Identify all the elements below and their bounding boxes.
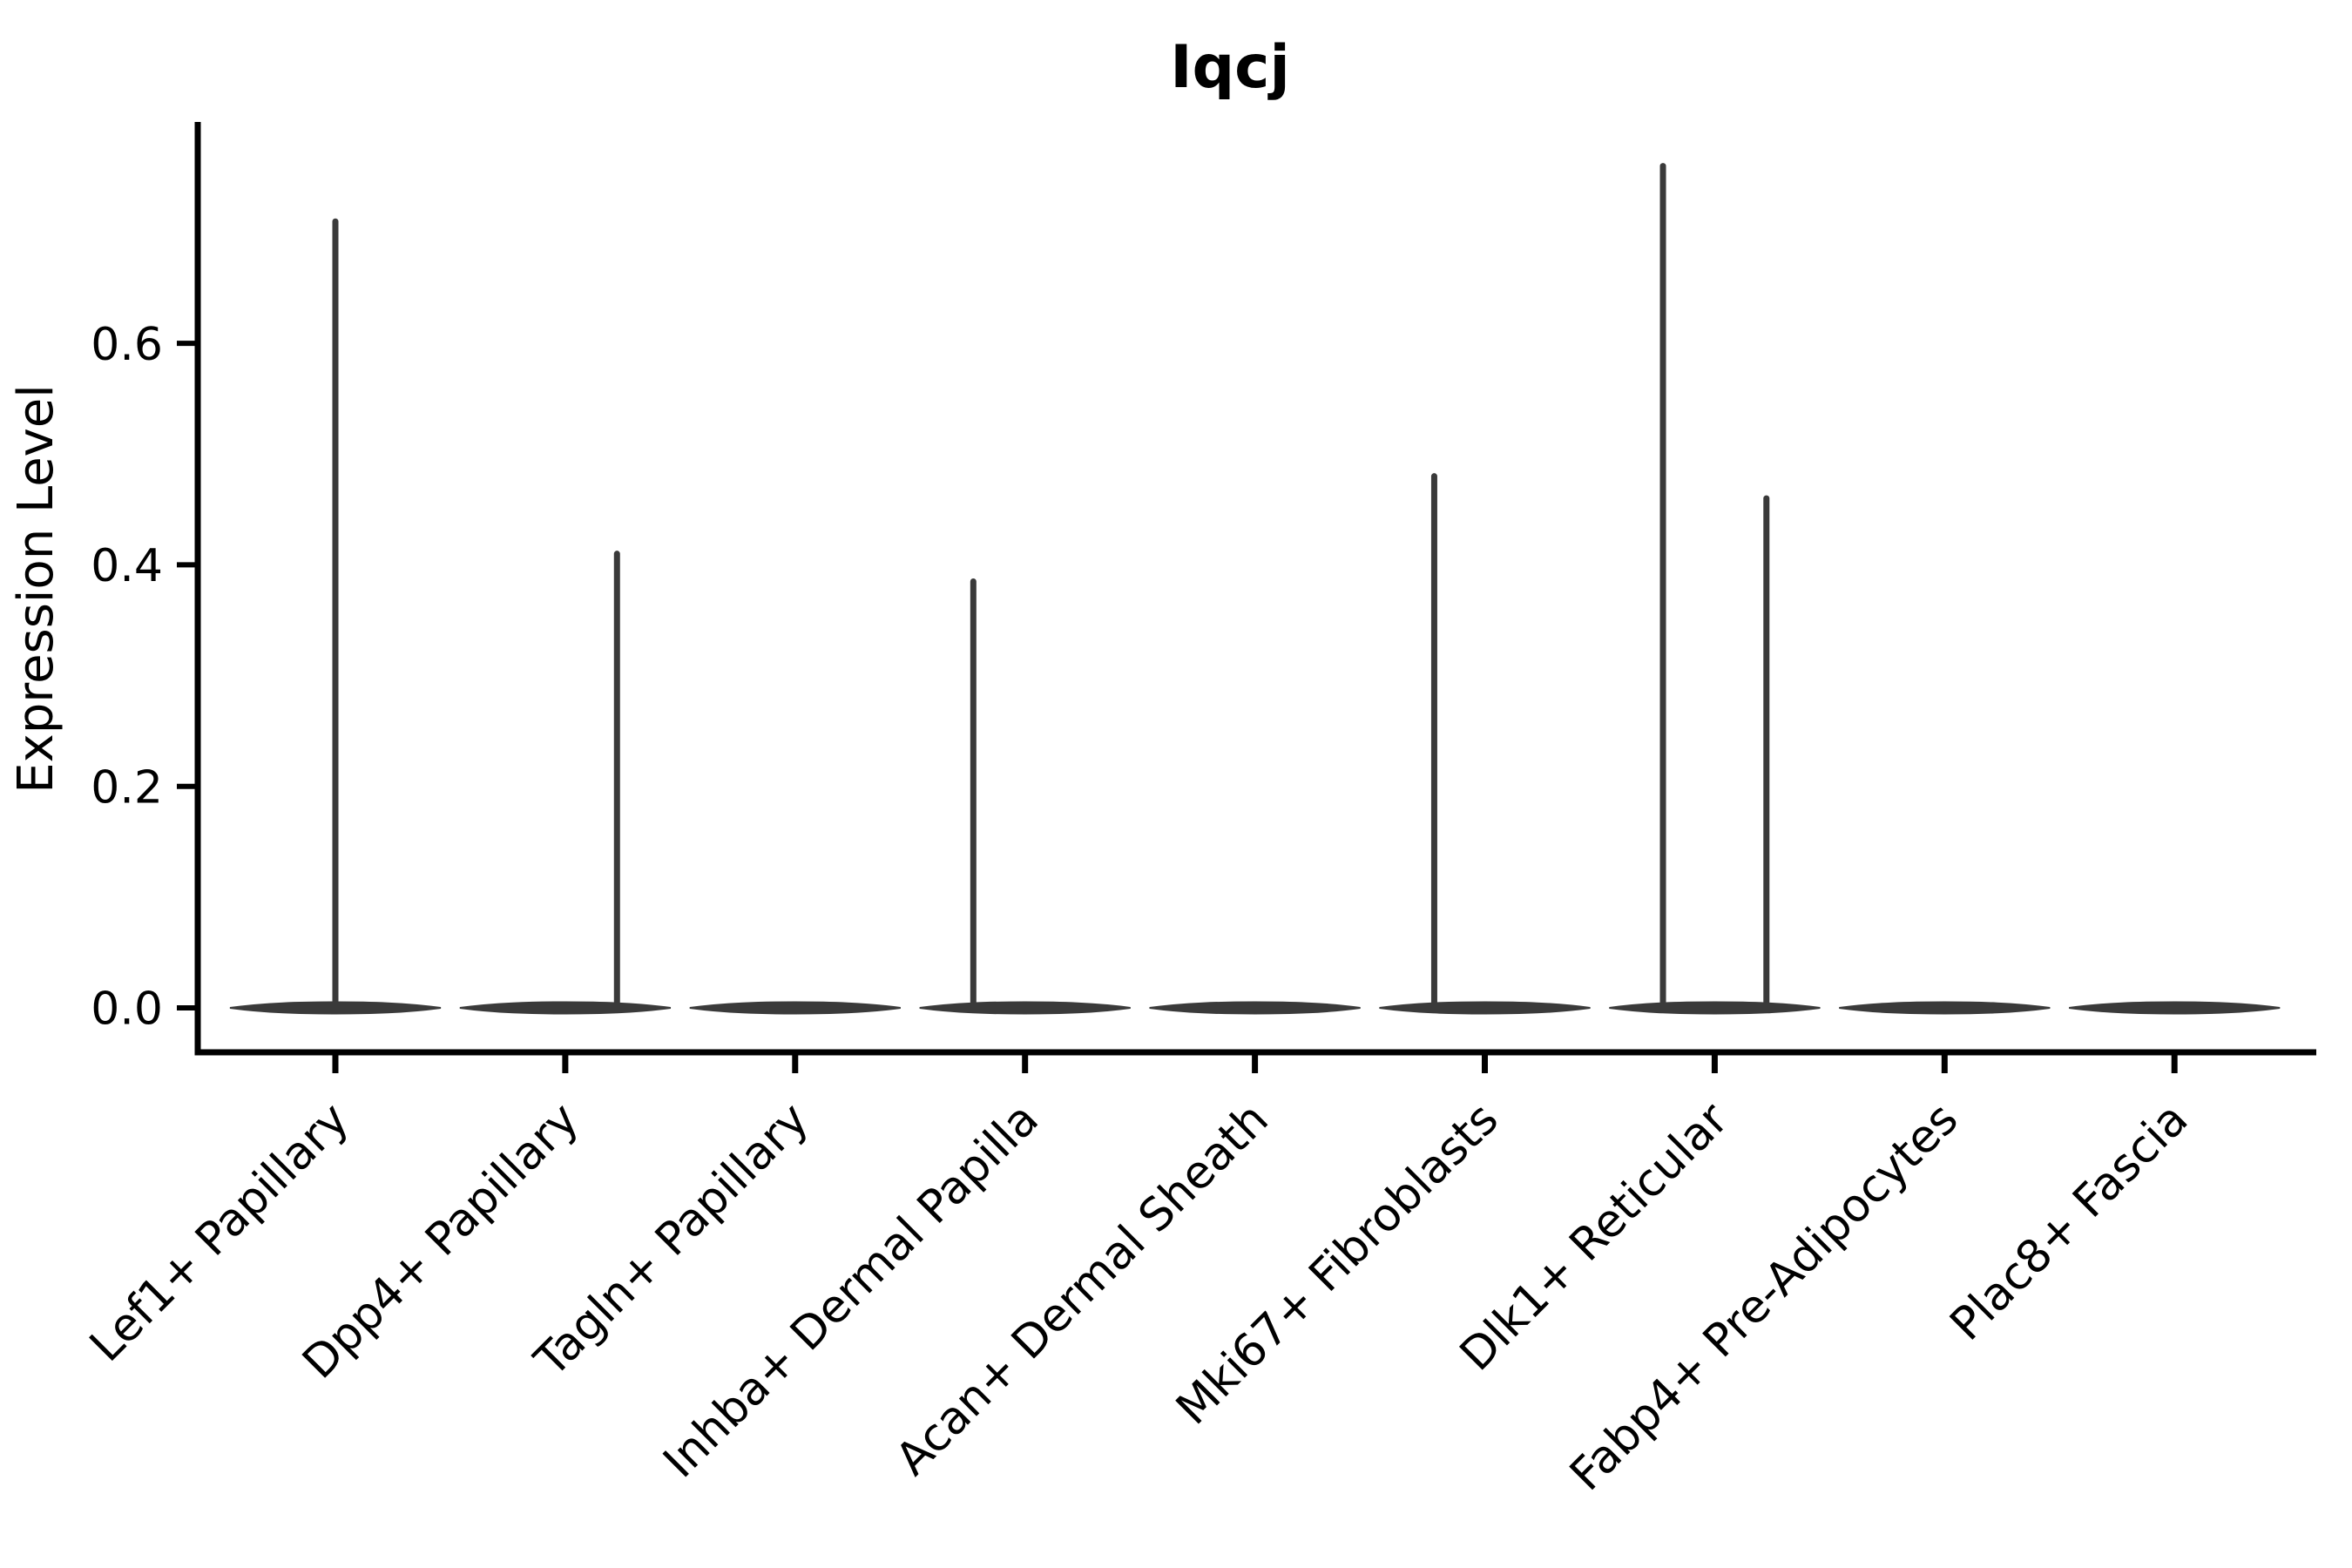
violin-base [1149,1001,1361,1015]
y-axis-label: Expression Level [8,384,64,794]
violin-base [919,1001,1131,1015]
y-tick-label: 0.4 [91,540,163,592]
x-tick-label: Plac8+ Fascia [1941,1093,2199,1351]
x-tick-label: Fabp4+ Pre-Adipocytes [1560,1093,1968,1501]
violin-base [1379,1001,1591,1015]
x-tick-label: Acan+ Dermal Sheath [886,1093,1279,1486]
violin-base [689,1001,901,1015]
violin-base [2069,1001,2281,1015]
x-tick-label: Inhba+ Dermal Papilla [653,1093,1048,1488]
violin-base [459,1001,672,1015]
chart-title: Iqcj [1170,33,1290,102]
violin-base [1839,1001,2051,1015]
y-tick-label: 0.0 [91,983,163,1036]
y-tick-label: 0.6 [91,319,163,371]
violin-base [1609,1001,1821,1015]
y-tick-label: 0.2 [91,761,163,814]
